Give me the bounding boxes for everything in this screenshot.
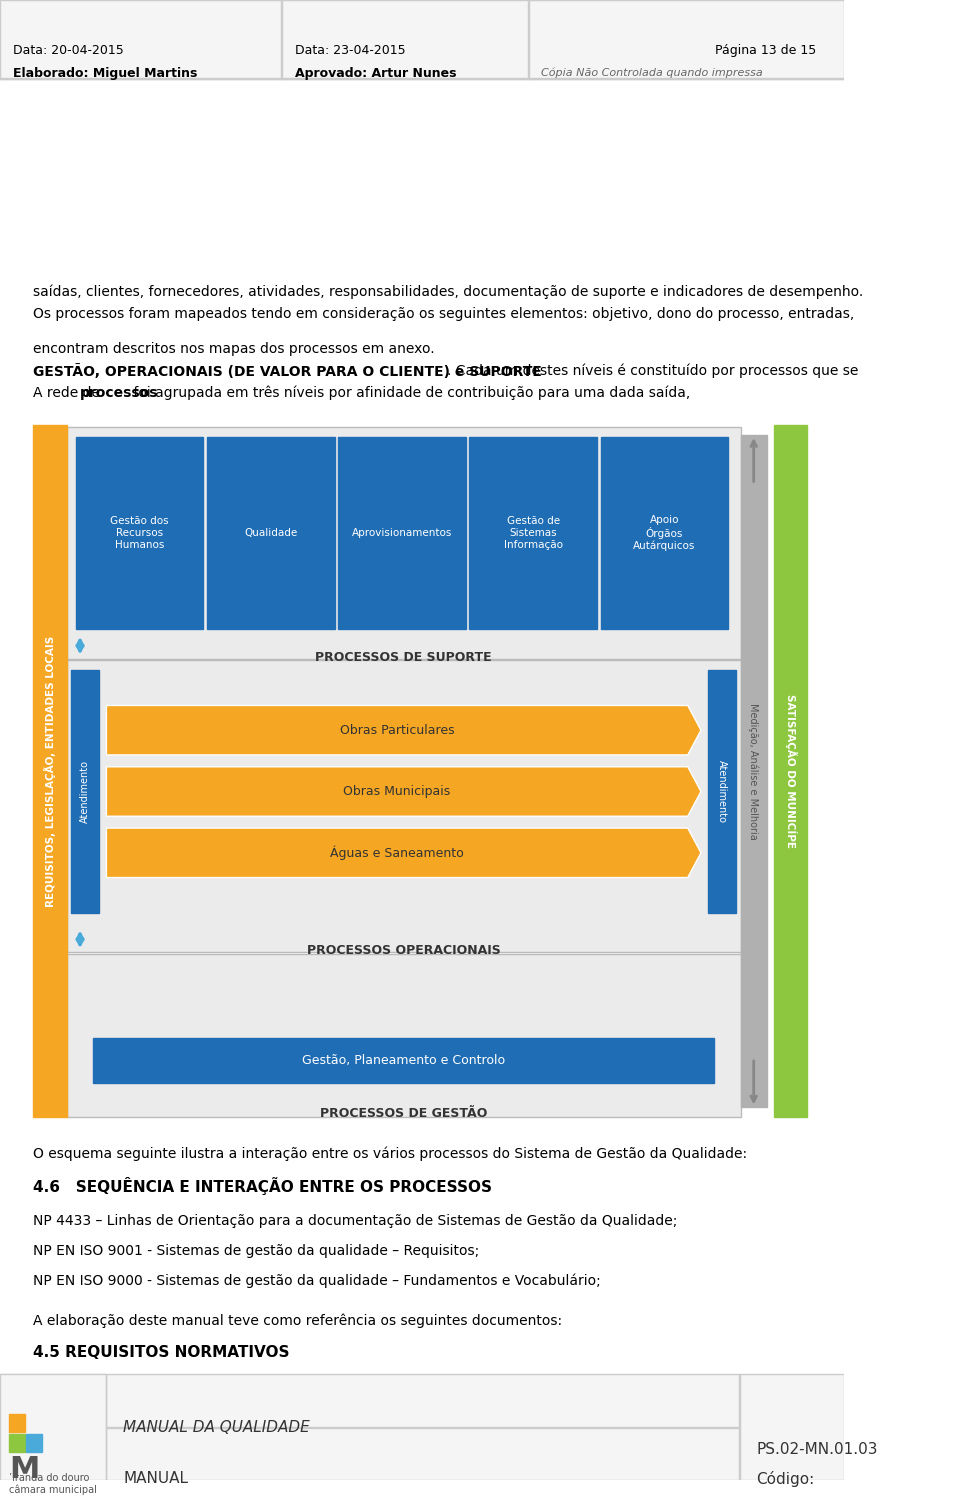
Polygon shape [107, 766, 701, 816]
Text: Aprovado: Artur Nunes: Aprovado: Artur Nunes [295, 67, 456, 81]
Bar [67, 427, 740, 659]
Text: Gestão de
Sistemas
Informação: Gestão de Sistemas Informação [504, 516, 563, 549]
Bar [0, 0, 844, 79]
Text: encontram descritos nos mapas dos processos em anexo.: encontram descritos nos mapas dos proces… [34, 343, 435, 356]
Text: M: M [9, 1455, 39, 1485]
Text: Atendimento: Atendimento [81, 760, 90, 823]
Polygon shape [107, 828, 701, 877]
Bar [708, 671, 736, 913]
Text: SATISFAÇÃO DO MUNICÍPE: SATISFAÇÃO DO MUNICÍPE [784, 695, 797, 849]
Bar [71, 671, 100, 913]
Text: Apoio
Órgãos
Autárquicos: Apoio Órgãos Autárquicos [634, 515, 696, 551]
Bar [9, 1434, 25, 1452]
Text: Obras Particulares: Obras Particulares [340, 723, 454, 737]
Bar [67, 660, 740, 952]
Text: A rede de: A rede de [34, 386, 105, 400]
Text: MANUAL DA QUALIDADE: MANUAL DA QUALIDADE [123, 1419, 310, 1436]
Text: foi agrupada em três níveis por afinidade de contribuição para uma dada saída,: foi agrupada em três níveis por afinidad… [130, 386, 695, 400]
Bar [26, 1434, 42, 1452]
Bar [67, 954, 740, 1117]
Bar [93, 1039, 714, 1082]
Bar [469, 437, 597, 629]
Polygon shape [107, 705, 701, 754]
Bar [0, 1374, 844, 1481]
Text: PS.02-MN.01.03: PS.02-MN.01.03 [756, 1442, 877, 1457]
Text: ’iranda do douro
câmara municipal: ’iranda do douro câmara municipal [9, 1473, 97, 1496]
Text: MANUAL: MANUAL [123, 1472, 188, 1487]
Text: Elaborado: Miguel Martins: Elaborado: Miguel Martins [13, 67, 198, 81]
Text: Obras Municipais: Obras Municipais [344, 784, 450, 798]
Bar [0, 1374, 106, 1481]
Text: processos: processos [80, 386, 158, 400]
Text: Os processos foram mapeados tendo em consideração os seguintes elementos: objeti: Os processos foram mapeados tendo em con… [34, 307, 854, 320]
Bar [601, 437, 729, 629]
Text: Código:: Código: [756, 1472, 815, 1488]
Text: Atendimento: Atendimento [717, 760, 727, 823]
Text: Gestão dos
Recursos
Humanos: Gestão dos Recursos Humanos [110, 516, 169, 549]
Bar [76, 437, 204, 629]
Text: Qualidade: Qualidade [244, 528, 298, 537]
Text: GESTÃO, OPERACIONAIS (DE VALOR PARA O CLIENTE) e SUPORTE: GESTÃO, OPERACIONAIS (DE VALOR PARA O CL… [34, 364, 542, 379]
Text: PROCESSOS DE GESTÃO: PROCESSOS DE GESTÃO [320, 1108, 488, 1120]
Bar [9, 1415, 25, 1431]
Text: PROCESSOS OPERACIONAIS: PROCESSOS OPERACIONAIS [307, 945, 500, 957]
Bar [338, 437, 466, 629]
Bar [774, 425, 807, 1117]
Text: 4.6   SEQUÊNCIA E INTERAÇÃO ENTRE OS PROCESSOS: 4.6 SEQUÊNCIA E INTERAÇÃO ENTRE OS PROCE… [34, 1177, 492, 1195]
Text: NP EN ISO 9000 - Sistemas de gestão da qualidade – Fundamentos e Vocabulário;: NP EN ISO 9000 - Sistemas de gestão da q… [34, 1274, 601, 1287]
Bar [206, 437, 334, 629]
Text: Data: 23-04-2015: Data: 23-04-2015 [295, 45, 405, 57]
Text: Águas e Saneamento: Águas e Saneamento [330, 846, 464, 861]
Text: Gestão, Planeamento e Controlo: Gestão, Planeamento e Controlo [302, 1054, 505, 1067]
Text: A elaboração deste manual teve como referência os seguintes documentos:: A elaboração deste manual teve como refe… [34, 1313, 563, 1328]
Text: NP 4433 – Linhas de Orientação para a documentação de Sistemas de Gestão da Qual: NP 4433 – Linhas de Orientação para a do… [34, 1214, 678, 1228]
Bar [740, 436, 767, 1108]
Text: PROCESSOS DE SUPORTE: PROCESSOS DE SUPORTE [316, 651, 492, 663]
Text: Cópia Não Controlada quando impressa: Cópia Não Controlada quando impressa [540, 67, 762, 78]
Text: Medição, Análise e Melhoria: Medição, Análise e Melhoria [749, 704, 759, 840]
Text: REQUISITOS, LEGISLAÇÃO, ENTIDADES LOCAIS: REQUISITOS, LEGISLAÇÃO, ENTIDADES LOCAIS [44, 636, 57, 907]
Text: Data: 20-04-2015: Data: 20-04-2015 [13, 45, 124, 57]
Text: Página 13 de 15: Página 13 de 15 [714, 45, 816, 57]
Bar [7, 1412, 100, 1472]
Text: O esquema seguinte ilustra a interação entre os vários processos do Sistema de G: O esquema seguinte ilustra a interação e… [34, 1147, 748, 1162]
Text: saídas, clientes, fornecedores, atividades, responsabilidades, documentação de s: saídas, clientes, fornecedores, atividad… [34, 284, 864, 299]
Text: Aprovisionamentos: Aprovisionamentos [351, 528, 452, 537]
Text: NP EN ISO 9001 - Sistemas de gestão da qualidade – Requisitos;: NP EN ISO 9001 - Sistemas de gestão da q… [34, 1244, 480, 1257]
Text: 4.5 REQUISITOS NORMATIVOS: 4.5 REQUISITOS NORMATIVOS [34, 1344, 290, 1359]
Bar [34, 425, 67, 1117]
Text: . Cada um destes níveis é constituído por processos que se: . Cada um destes níveis é constituído po… [446, 364, 858, 379]
